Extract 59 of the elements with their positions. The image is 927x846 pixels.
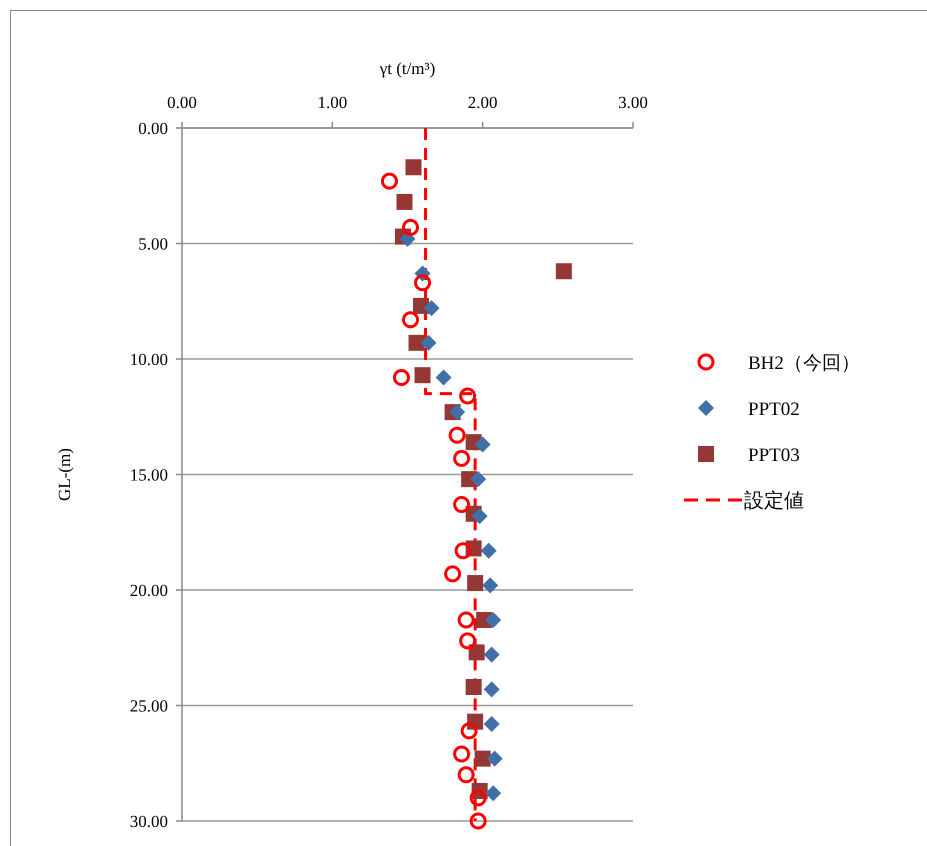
point bbox=[454, 542, 472, 560]
point bbox=[484, 646, 500, 663]
point bbox=[408, 334, 425, 351]
legend-label: BH2（今回） bbox=[748, 353, 860, 374]
point bbox=[484, 681, 500, 698]
point bbox=[458, 612, 475, 629]
y-tick-label: 0.00 bbox=[138, 119, 168, 138]
point bbox=[486, 750, 503, 767]
point bbox=[459, 387, 476, 404]
point bbox=[424, 300, 440, 316]
y-axis-title: GL-(m) bbox=[55, 448, 74, 501]
point bbox=[436, 369, 452, 386]
point bbox=[485, 785, 502, 802]
point bbox=[444, 565, 462, 582]
y-tick-label: 25.00 bbox=[130, 696, 168, 716]
point bbox=[453, 450, 470, 467]
point bbox=[453, 746, 470, 763]
y-tick-label: 20.00 bbox=[130, 581, 168, 600]
point bbox=[466, 679, 482, 696]
point bbox=[459, 632, 476, 650]
point bbox=[458, 766, 475, 784]
point bbox=[484, 716, 500, 732]
point bbox=[470, 471, 486, 488]
point bbox=[482, 577, 498, 594]
point bbox=[480, 542, 497, 559]
y-tick-label: 5.00 bbox=[138, 234, 168, 254]
y-tick-label: 10.00 bbox=[130, 350, 168, 369]
point bbox=[460, 722, 478, 740]
x-tick-label: 1.00 bbox=[317, 93, 348, 112]
y-tick-label: 15.00 bbox=[130, 466, 168, 484]
point bbox=[485, 612, 502, 628]
x-tick-label: 0.00 bbox=[167, 93, 197, 112]
point bbox=[402, 218, 420, 236]
point bbox=[448, 426, 466, 444]
point bbox=[402, 311, 420, 328]
point bbox=[380, 172, 398, 190]
legend-label: 設定値 bbox=[744, 490, 804, 512]
legend-label: PPT02 bbox=[748, 399, 800, 420]
point bbox=[474, 436, 491, 452]
point bbox=[449, 404, 466, 420]
point bbox=[414, 274, 432, 292]
legend-label: PPT03 bbox=[748, 445, 800, 466]
x-axis-title: γt (t/m³) bbox=[378, 59, 436, 78]
point bbox=[468, 644, 485, 660]
point bbox=[396, 194, 412, 210]
point bbox=[470, 812, 487, 830]
point bbox=[392, 368, 410, 386]
point bbox=[467, 575, 484, 592]
point bbox=[414, 367, 431, 384]
x-tick-label: 2.00 bbox=[468, 93, 498, 112]
y-tick-label: 30.00 bbox=[130, 812, 168, 831]
x-tick-label: 3.00 bbox=[618, 93, 648, 112]
point bbox=[472, 508, 488, 524]
point bbox=[474, 750, 491, 767]
point bbox=[556, 263, 572, 280]
point bbox=[470, 789, 487, 806]
point bbox=[420, 334, 437, 351]
point bbox=[406, 159, 422, 176]
point bbox=[453, 496, 470, 514]
